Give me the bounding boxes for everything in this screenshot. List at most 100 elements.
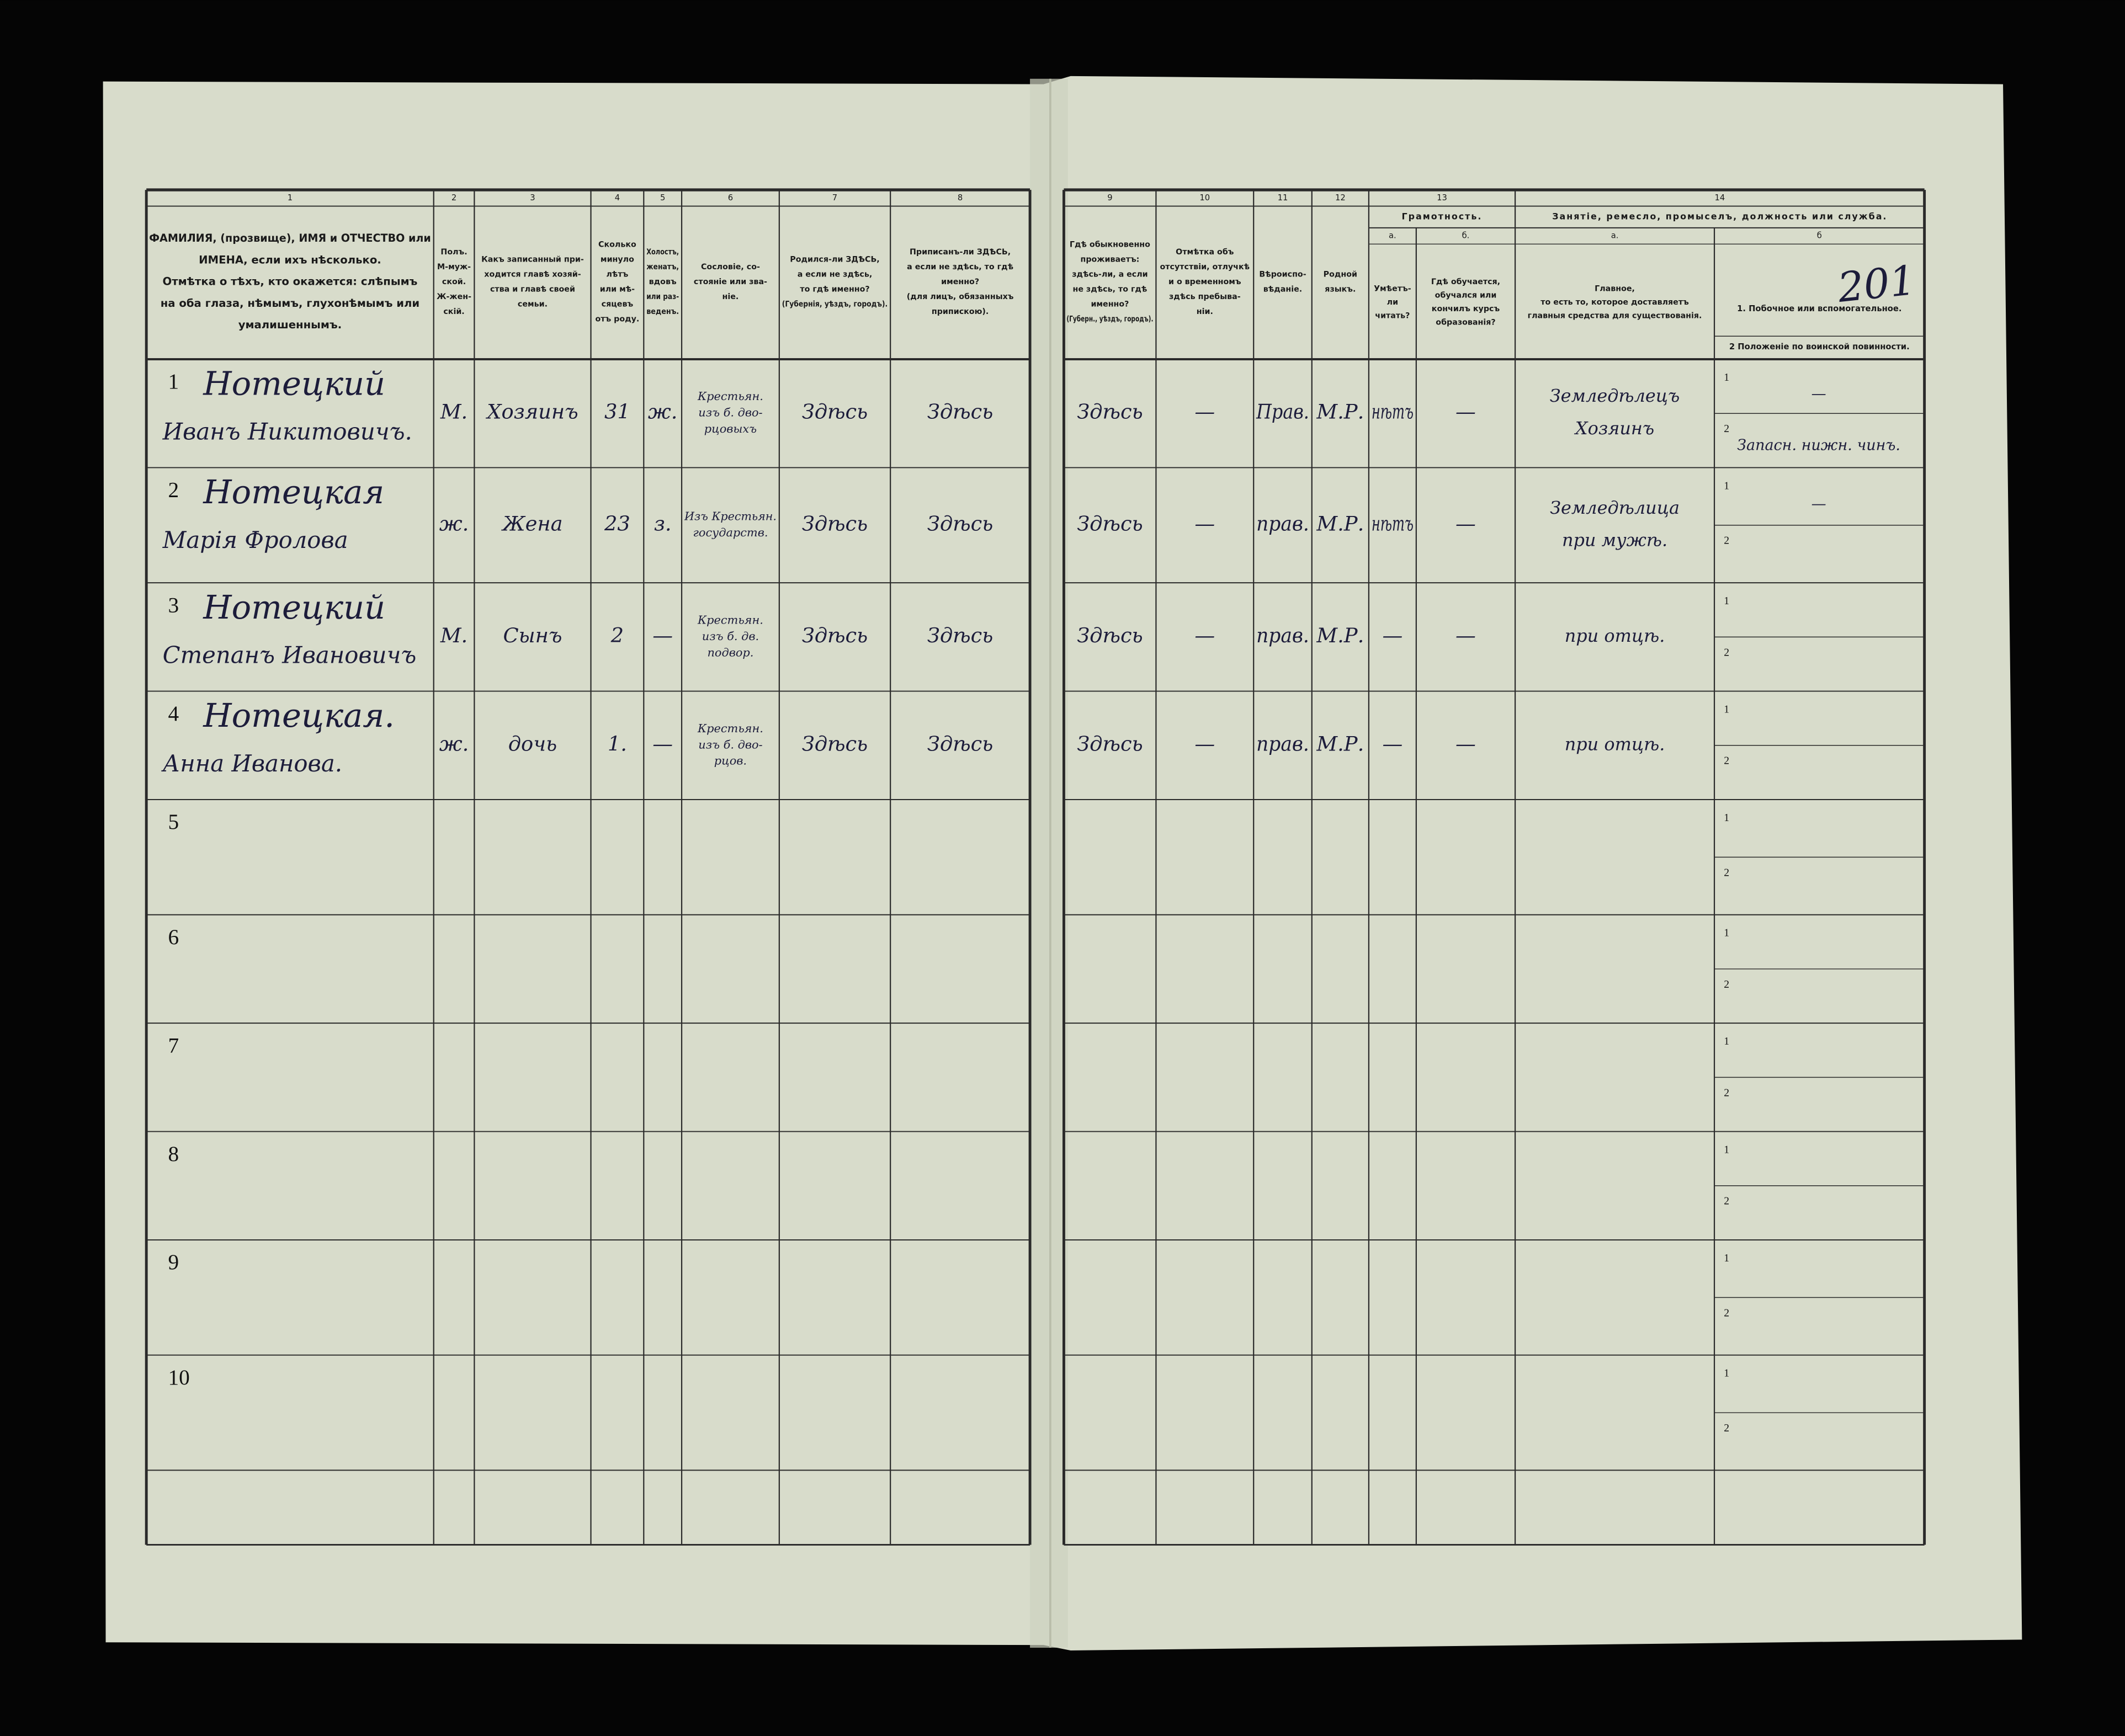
cell-text: — (1811, 385, 1826, 402)
header-text: а если не здѣсь, то гдѣ (907, 263, 1013, 271)
header-text: ской. (442, 278, 466, 286)
cell-text: рцов. (714, 754, 747, 768)
cell-text: — (1194, 624, 1215, 647)
cell-text: Крестьян. (697, 613, 763, 626)
cell-text: — (1194, 732, 1215, 755)
page-number: 201 (1835, 257, 1918, 312)
header-text: здѣсь пребыва- (1169, 292, 1241, 301)
cell-text: Здѣсь (927, 732, 993, 755)
name-surname: Нотецкая. (203, 696, 395, 734)
cell-text: — (1194, 400, 1215, 424)
header-text: Сословіе, со- (701, 263, 760, 271)
cell-text: Прав. (1256, 400, 1309, 424)
name-given: Степанъ Ивановичъ (163, 642, 417, 669)
header-text: языкъ. (1325, 285, 1356, 294)
cell-text: Здѣсь (802, 400, 868, 424)
cell-text: Здѣсь (927, 624, 993, 647)
cell-text: Крестьян. (697, 390, 763, 403)
row-sublabel: 2 (1724, 646, 1729, 658)
cell-text: при отцѣ. (1565, 733, 1665, 754)
cell-text: — (1455, 400, 1476, 424)
header-text: Гдѣ обучается, (1431, 278, 1500, 286)
row-number: 2 (168, 478, 179, 502)
cell-text: ж. (648, 400, 678, 424)
cell-text: з. (654, 512, 672, 535)
row-sublabel: 1 (1724, 1143, 1729, 1155)
header-text: именно? (941, 278, 979, 286)
column-number: 4 (615, 193, 620, 203)
cell-text: дочь (508, 732, 557, 755)
cell-text: — (652, 732, 673, 755)
header-text: ФАМИЛИЯ, (прозвище), ИМЯ и ОТЧЕСТВО или (149, 232, 431, 244)
header-text: читать? (1375, 311, 1410, 320)
sub-letter: а. (1389, 231, 1396, 241)
header-text: и о временномъ (1168, 278, 1241, 286)
cell-text: 31 (604, 400, 630, 424)
cell-text: Здѣсь (1077, 400, 1143, 424)
cell-text: Здѣсь (802, 512, 868, 535)
cell-text: Здѣсь (1077, 624, 1143, 647)
cell-text: 2 (610, 624, 624, 647)
header-text: скій. (443, 307, 464, 316)
header-text: 2 Положеніе по воинской повинности. (1729, 342, 1910, 352)
census-table: 1 ФАМИЛИЯ, (прозвище), ИМЯ и ОТЧЕСТВО или… (145, 188, 1926, 1546)
name-given: Иванъ Никитовичъ. (162, 418, 412, 445)
row-number: 5 (168, 810, 179, 834)
cell-text: Хозяинъ (1574, 418, 1654, 439)
header-text: женатъ, (646, 263, 679, 271)
row-sublabel: 1 (1724, 1367, 1729, 1380)
row-sublabel: 1 (1724, 703, 1729, 715)
header-text: главныя средства для существованія. (1528, 311, 1702, 320)
header-text: Отмѣтка объ (1176, 248, 1234, 257)
header-text: обучался или (1435, 291, 1497, 300)
header-text: (Губерн., уѣздъ, городъ). (1066, 315, 1153, 324)
row-sublabel: 2 (1724, 1087, 1729, 1099)
column-number: 14 (1714, 193, 1725, 203)
cell-text: нѣтъ (1372, 400, 1414, 424)
cell-text: изъ б. дво- (698, 738, 762, 751)
header-text: 1. Побочное или вспомогательное. (1737, 304, 1901, 313)
header-text: то гдѣ именно? (800, 285, 869, 294)
header-text: Гдѣ обыкновенно (1070, 241, 1150, 249)
cell-text: Земледѣлецъ (1550, 385, 1680, 406)
column-number: 11 (1278, 193, 1288, 203)
cell-text: ж. (439, 512, 469, 535)
column-number: 7 (832, 193, 837, 203)
row-number: 6 (168, 925, 179, 949)
row-number: 9 (168, 1250, 179, 1274)
header-text: кончилъ курсъ (1432, 305, 1500, 313)
name-surname: Нотецкий (203, 588, 385, 626)
header-text: ніе. (722, 292, 739, 301)
header-text: Вѣроиспо- (1259, 270, 1306, 279)
cell-text: Земледѣлица (1550, 497, 1680, 518)
name-surname: Нотецкий (203, 365, 385, 403)
cell-text: прав. (1256, 624, 1309, 647)
column-number: 9 (1107, 193, 1112, 203)
cell-text: М. (440, 400, 468, 424)
header-text: Полъ. (440, 248, 467, 257)
cell-text: — (1194, 512, 1215, 535)
header-text: семьи. (518, 300, 548, 309)
column-number: 8 (958, 193, 963, 203)
header-text: ніи. (1197, 307, 1213, 316)
header-text: М-муж- (437, 263, 471, 271)
header-text: отъ роду. (595, 315, 639, 324)
header-text: образованія? (1436, 318, 1495, 327)
header-text: ли (1387, 298, 1398, 307)
row-sublabel: 2 (1724, 978, 1729, 991)
header-text: то есть то, которое доставляетъ (1540, 298, 1689, 307)
column-number: 10 (1199, 193, 1210, 203)
cell-text: подвор. (707, 646, 753, 659)
header-text: ИМЕНА, если ихъ нѣсколько. (199, 253, 381, 266)
row-number: 4 (168, 702, 179, 726)
row-sublabel: 2 (1724, 1195, 1729, 1207)
cell-text: — (1455, 732, 1476, 755)
header-text: Ж-жен- (437, 292, 471, 301)
row-number: 3 (168, 593, 179, 617)
header-text: отсутствіи, отлучкѣ (1160, 263, 1250, 271)
column-number: 2 (451, 193, 456, 203)
cell-text: М.Р. (1316, 400, 1364, 424)
header-text: лѣтъ (606, 270, 628, 279)
cell-text: Сынъ (503, 624, 562, 647)
